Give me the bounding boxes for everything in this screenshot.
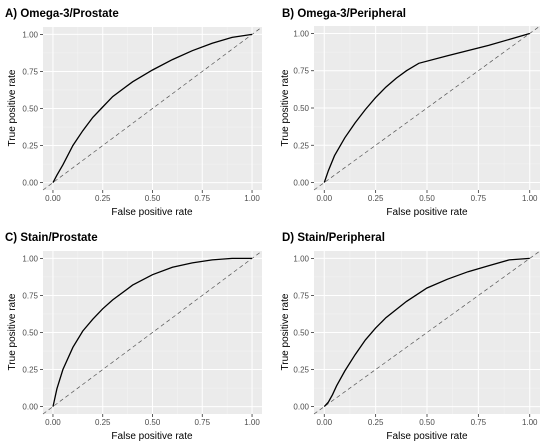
y-tick-label: 0.50 xyxy=(22,105,38,114)
x-tick-label: 1.00 xyxy=(522,418,538,427)
y-tick-label: 1.00 xyxy=(293,254,309,263)
y-axis-title: True positive rate xyxy=(7,69,18,146)
y-tick-label: 0.75 xyxy=(293,67,309,76)
x-tick-label: 0.75 xyxy=(471,194,487,203)
panel-title: B) Omega-3/Peripheral xyxy=(282,8,406,20)
y-tick-label: 0.00 xyxy=(293,403,309,412)
x-tick-label: 0.75 xyxy=(194,418,210,427)
x-tick-label: 0.25 xyxy=(368,418,384,427)
y-tick-label: 0.75 xyxy=(293,291,309,300)
reference-diagonal xyxy=(42,250,263,415)
reference-diagonal xyxy=(313,250,541,415)
y-tick-label: 0.00 xyxy=(22,179,38,188)
y-tick-label: 0.25 xyxy=(22,142,38,151)
x-tick-label: 0.00 xyxy=(45,194,61,203)
roc-curve xyxy=(323,257,530,408)
x-axis-title: False positive rate xyxy=(111,431,193,442)
roc-panel-3: C) Stain/Prostate 0.00 0.25 0.50 0.75 1.00 0.0… xyxy=(5,232,263,442)
y-tick-label: 1.00 xyxy=(22,254,38,263)
y-axis-title: True positive rate xyxy=(280,69,291,146)
x-tick-label: 0.00 xyxy=(316,418,332,427)
roc-panel-1: A) Omega-3/Prostate 0.00 0.25 0.50 0.75 1.00 0… xyxy=(5,8,263,218)
x-tick-label: 0.25 xyxy=(95,418,111,427)
x-tick-label: 0.50 xyxy=(145,418,161,427)
x-tick-label: 0.25 xyxy=(95,194,111,203)
y-tick-label: 0.00 xyxy=(293,179,309,188)
y-tick-label: 1.00 xyxy=(22,30,38,39)
x-axis-title: False positive rate xyxy=(386,431,468,442)
roc-panel-4: D) Stain/Peripheral 0.00 0.25 0.50 0.75 1.00 0… xyxy=(280,232,541,442)
y-tick-label: 0.25 xyxy=(22,366,38,375)
roc-curve xyxy=(52,33,253,183)
x-tick-label: 1.00 xyxy=(244,418,260,427)
reference-diagonal xyxy=(42,26,263,191)
y-tick-label: 0.00 xyxy=(22,403,38,412)
x-axis-title: False positive rate xyxy=(111,207,193,218)
x-tick-label: 0.00 xyxy=(45,418,61,427)
y-tick-label: 0.25 xyxy=(293,366,309,375)
x-tick-label: 0.50 xyxy=(419,194,435,203)
y-tick-label: 0.25 xyxy=(293,141,309,150)
panel-title: A) Omega-3/Prostate xyxy=(5,8,119,20)
roc-curve xyxy=(52,257,252,407)
y-tick-label: 0.50 xyxy=(293,329,309,338)
y-tick-label: 0.75 xyxy=(22,291,38,300)
x-tick-label: 0.75 xyxy=(194,194,210,203)
x-tick-label: 0.00 xyxy=(316,194,332,203)
reference-diagonal xyxy=(313,25,541,191)
x-tick-label: 0.25 xyxy=(368,194,384,203)
roc-curve xyxy=(323,32,530,183)
x-tick-label: 0.50 xyxy=(145,194,161,203)
y-tick-label: 0.50 xyxy=(293,104,309,113)
x-tick-label: 0.50 xyxy=(419,418,435,427)
y-axis-title: True positive rate xyxy=(280,293,291,370)
y-tick-label: 0.75 xyxy=(22,67,38,76)
x-tick-label: 1.00 xyxy=(522,194,538,203)
x-axis-title: False positive rate xyxy=(386,207,468,218)
roc-panel-2: B) Omega-3/Peripheral 0.00 0.25 0.50 0.75 1.0… xyxy=(280,8,541,218)
x-tick-label: 0.75 xyxy=(471,418,487,427)
panel-title: C) Stain/Prostate xyxy=(5,232,98,244)
y-tick-label: 1.00 xyxy=(293,29,309,38)
y-axis-title: True positive rate xyxy=(7,293,18,370)
panel-title: D) Stain/Peripheral xyxy=(282,232,385,244)
y-tick-label: 0.50 xyxy=(22,329,38,338)
x-tick-label: 1.00 xyxy=(244,194,260,203)
